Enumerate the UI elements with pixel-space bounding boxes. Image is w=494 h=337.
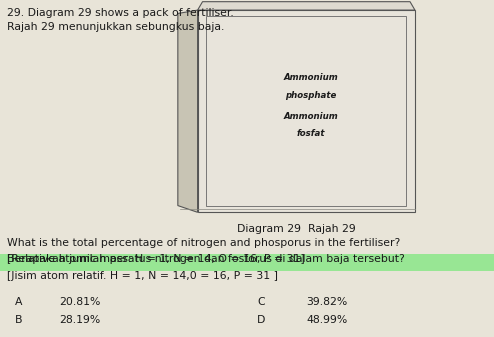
Text: 29. Diagram 29 shows a pack of fertiliser.: 29. Diagram 29 shows a pack of fertilise…	[7, 8, 234, 19]
Text: B: B	[15, 315, 22, 325]
Text: phosphate: phosphate	[286, 91, 337, 100]
Text: Berapakah jumlah peratus nitrogen dan fosforus di dalam baja tersebut?: Berapakah jumlah peratus nitrogen dan fo…	[7, 254, 405, 265]
Polygon shape	[198, 10, 415, 212]
Text: 20.81%: 20.81%	[59, 297, 101, 307]
Text: Ammonium: Ammonium	[284, 73, 338, 82]
Text: 48.99%: 48.99%	[306, 315, 348, 325]
Text: A: A	[15, 297, 22, 307]
Text: Ammonium: Ammonium	[284, 112, 338, 121]
Text: [Relative atomic mass: H = 1, N = 14, O = 16, P = 31]: [Relative atomic mass: H = 1, N = 14, O …	[7, 253, 305, 264]
Polygon shape	[198, 2, 415, 10]
Text: 39.82%: 39.82%	[306, 297, 348, 307]
Text: 28.19%: 28.19%	[59, 315, 101, 325]
Text: C: C	[257, 297, 264, 307]
Polygon shape	[178, 10, 198, 212]
Text: fosfat: fosfat	[297, 129, 326, 139]
Text: Rajah 29 menunjukkan sebungkus baja.: Rajah 29 menunjukkan sebungkus baja.	[7, 22, 225, 32]
Text: [Jisim atom relatif. H = 1, N = 14,0 = 16, P = 31 ]: [Jisim atom relatif. H = 1, N = 14,0 = 1…	[7, 271, 279, 281]
FancyBboxPatch shape	[0, 254, 494, 271]
Text: D: D	[257, 315, 265, 325]
Text: Diagram 29  Rajah 29: Diagram 29 Rajah 29	[237, 224, 356, 234]
Text: What is the total percentage of nitrogen and phosporus in the fertiliser?: What is the total percentage of nitrogen…	[7, 238, 401, 248]
